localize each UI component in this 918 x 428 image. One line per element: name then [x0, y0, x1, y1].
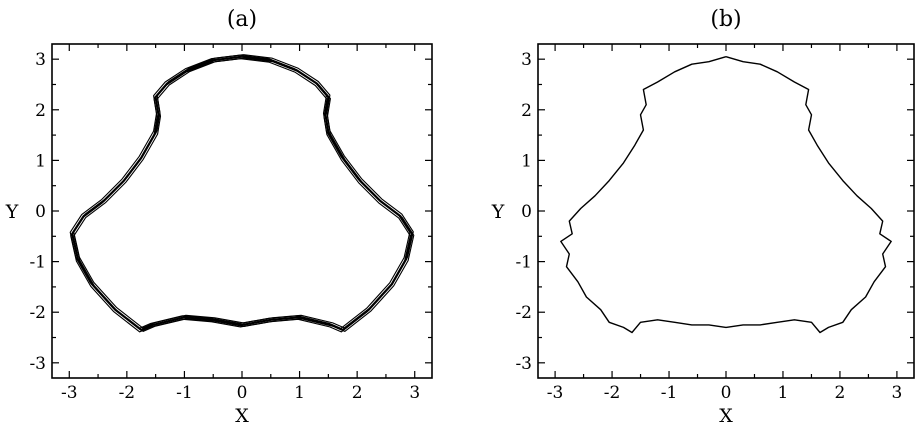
panel-b: (b) -3 -2 -1 0 1 2 3 -3 -2 -1 0 1 2 3 X Y — [491, 7, 915, 427]
y-tick-label: -1 — [29, 253, 46, 273]
x-axis-label: X — [719, 405, 733, 427]
y-axis-label: Y — [491, 201, 505, 223]
x-tick-label: 1 — [778, 383, 789, 403]
y-tick-label: 2 — [35, 101, 46, 121]
panel-a-title: (a) — [227, 7, 257, 32]
y-tick-label: 0 — [35, 202, 46, 222]
y-tick-label: 0 — [521, 202, 532, 222]
x-axis-label: X — [235, 405, 249, 427]
series-line — [560, 56, 892, 334]
y-tick-label: -3 — [515, 354, 532, 374]
y-tick-label: -2 — [515, 303, 532, 323]
y-tick-label: 1 — [521, 151, 532, 171]
series-line — [73, 57, 415, 332]
y-tick-label: 2 — [521, 101, 532, 121]
x-tick-label: 0 — [237, 383, 248, 403]
x-tick-label: 2 — [835, 383, 846, 403]
x-tick-label: 3 — [409, 383, 420, 403]
x-tick-label: -2 — [119, 383, 136, 403]
x-tick-label: -1 — [176, 383, 193, 403]
plot-frame — [51, 43, 433, 379]
series-line — [71, 55, 413, 331]
series-line — [69, 54, 411, 329]
panel-b-title: (b) — [710, 7, 741, 32]
x-tick-label: 2 — [352, 383, 363, 403]
y-tick-label: 3 — [35, 50, 46, 70]
x-tick-label: 1 — [294, 383, 305, 403]
y-tick-label: 1 — [35, 151, 46, 171]
y-tick-label: -1 — [515, 253, 532, 273]
series-line — [73, 54, 414, 329]
x-tick-label: -3 — [547, 383, 564, 403]
y-tick-label: 3 — [521, 50, 532, 70]
x-tick-label: -1 — [661, 383, 678, 403]
series-line — [70, 58, 411, 333]
y-tick-label: -2 — [29, 303, 46, 323]
y-tick-label: -3 — [29, 354, 46, 374]
x-tick-label: -2 — [604, 383, 621, 403]
x-tick-label: 3 — [891, 383, 902, 403]
y-axis-label: Y — [5, 201, 19, 223]
x-tick-label: -3 — [61, 383, 78, 403]
x-tick-label: 0 — [721, 383, 732, 403]
panel-a: (a) -3 -2 -1 0 1 2 3 -3 -2 -1 0 1 2 3 X Y — [5, 7, 433, 427]
